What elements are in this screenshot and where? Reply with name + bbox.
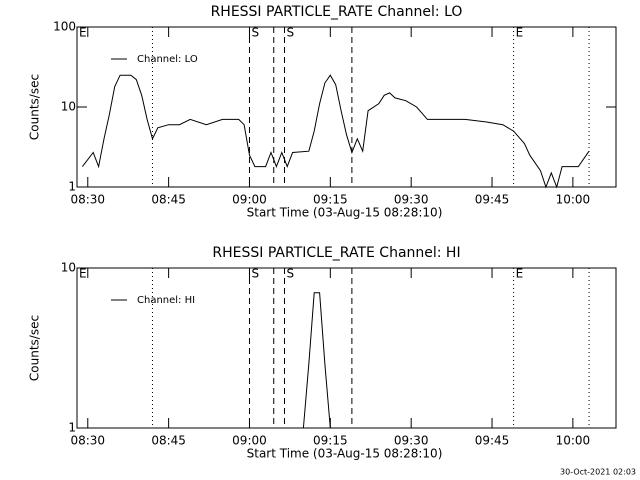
x-tick-label: 08:30 [70,193,105,207]
data-line [82,74,590,189]
event-label: E [516,267,524,281]
x-tick-label: 08:45 [151,193,186,207]
x-axis-label: Start Time (03-Aug-15 08:28:10) [247,447,443,461]
y-axis-label: Counts/sec [28,74,42,140]
x-tick-label: 10:00 [556,434,591,448]
y-tick-label: 100 [53,20,76,34]
event-label: S [251,267,259,281]
event-label: E [79,267,87,281]
chart-title: RHESSI PARTICLE_RATE Channel: HI [212,245,460,261]
event-label: E [516,26,524,40]
x-tick-label: 09:15 [313,193,348,207]
chart-title: RHESSI PARTICLE_RATE Channel: LO [211,4,463,20]
event-label: S [287,267,295,281]
legend-label: Channel: LO [137,54,198,65]
y-tick-label: 1 [68,421,76,435]
data-line [302,292,331,429]
x-tick-label: 08:30 [70,434,105,448]
x-tick-label: 09:45 [475,193,510,207]
footer: 30-Oct-2021 02:03 [560,468,636,477]
x-tick-label: 08:45 [151,434,186,448]
y-axis-label: Counts/sec [28,315,42,381]
x-tick-label: 09:30 [394,193,429,207]
x-tick-label: 09:00 [232,193,267,207]
x-tick-label: 09:45 [475,434,510,448]
y-tick-label: 1 [68,180,76,194]
x-tick-label: 10:00 [556,193,591,207]
event-label: S [287,26,295,40]
x-axis-label: Start Time (03-Aug-15 08:28:10) [247,206,443,220]
y-tick-label: 10 [61,261,76,275]
x-tick-label: 09:30 [394,434,429,448]
event-label: E [79,26,87,40]
y-tick-label: 10 [61,100,76,114]
x-tick-label: 09:00 [232,434,267,448]
plot-frame [76,267,617,429]
x-tick-label: 09:15 [313,434,348,448]
event-label: S [251,26,259,40]
legend-label: Channel: HI [137,295,195,306]
